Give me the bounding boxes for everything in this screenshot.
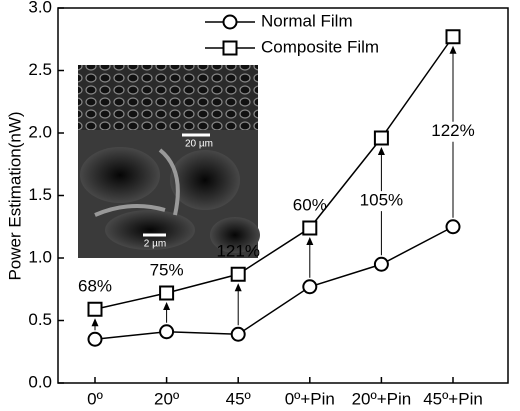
line xyxy=(94,36,454,310)
arrow-head xyxy=(306,237,314,245)
x-tick-label: 0º+Pin xyxy=(285,389,335,408)
legend-label: Composite Film xyxy=(261,37,379,56)
y-tick-label: 3.0 xyxy=(28,0,52,16)
x-tick-label: 20º xyxy=(154,389,179,408)
arrow-head xyxy=(377,147,385,155)
y-axis-label: Power Estimation(nW) xyxy=(5,111,24,280)
arrow-head xyxy=(234,283,242,292)
label-bg xyxy=(361,191,402,212)
y-tick-label: 2.5 xyxy=(28,60,52,79)
scale-label: 2 µm xyxy=(144,239,166,250)
y-tick-label: 1.5 xyxy=(28,185,52,204)
line xyxy=(94,226,454,340)
legend-marker xyxy=(222,14,238,30)
x-tick-label: 20º+Pin xyxy=(352,389,412,408)
legend-label: Normal Film xyxy=(261,11,353,30)
y-tick-label: 1.0 xyxy=(28,247,52,266)
marker xyxy=(373,256,389,272)
marker xyxy=(373,130,389,146)
arrow-head xyxy=(163,302,171,310)
x-tick-label: 45º+Pin xyxy=(423,389,483,408)
marker xyxy=(230,266,246,282)
y-tick-label: 0.5 xyxy=(28,310,52,329)
marker xyxy=(159,285,175,301)
y-tick-label: 2.0 xyxy=(28,122,52,141)
x-tick-label: 0º xyxy=(87,389,103,408)
annotation: 105% xyxy=(360,191,403,210)
inset-image: 20 µm 2 µm xyxy=(78,65,260,258)
y-tick-label: 0.0 xyxy=(28,372,52,391)
x-tick-label: 45º xyxy=(226,389,251,408)
marker xyxy=(87,331,103,347)
marker xyxy=(302,279,318,295)
marker xyxy=(230,326,246,342)
marker xyxy=(302,220,318,236)
annotation: 68% xyxy=(78,277,112,296)
marker xyxy=(445,219,461,235)
scale-label: 20 µm xyxy=(185,139,213,150)
marker xyxy=(159,324,175,340)
arrow-head xyxy=(449,45,457,54)
annotation: 121% xyxy=(216,242,259,261)
annotation: 60% xyxy=(293,195,327,214)
annotation: 75% xyxy=(150,260,184,279)
annotation: 122% xyxy=(431,121,474,140)
marker xyxy=(445,29,461,45)
arrow-head xyxy=(91,318,99,327)
label-bg xyxy=(433,121,473,142)
marker xyxy=(87,301,103,317)
legend-marker xyxy=(222,40,238,56)
